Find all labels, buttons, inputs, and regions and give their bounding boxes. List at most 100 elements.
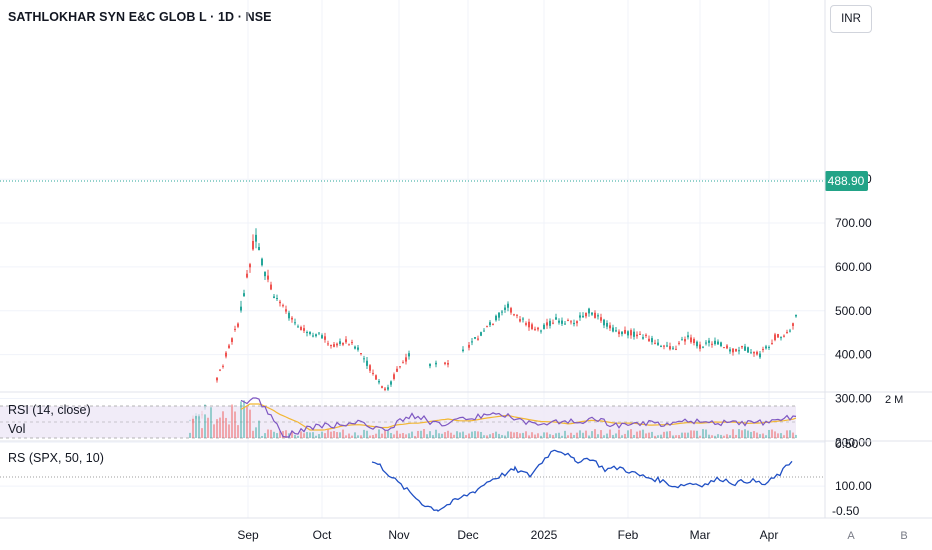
volume-bar bbox=[450, 432, 452, 438]
volume-bar bbox=[762, 433, 764, 438]
candle-body bbox=[513, 314, 515, 316]
volume-bar bbox=[318, 434, 320, 438]
rsi-label[interactable]: RSI (14, close) bbox=[8, 403, 91, 417]
volume-bar bbox=[780, 433, 782, 438]
currency-button[interactable]: INR bbox=[830, 5, 872, 33]
volume-bar bbox=[321, 431, 323, 438]
candle-body bbox=[630, 330, 632, 336]
volume-bar bbox=[609, 429, 611, 438]
volume-bar bbox=[669, 431, 671, 438]
candle-body bbox=[501, 311, 503, 313]
volume-bar bbox=[546, 432, 548, 438]
volume-bar bbox=[231, 404, 233, 438]
candle-body bbox=[603, 319, 605, 326]
volume-bar bbox=[708, 434, 710, 438]
volume-bar bbox=[417, 430, 419, 438]
candle-body bbox=[783, 335, 785, 337]
volume-bar bbox=[357, 435, 359, 438]
volume-bar bbox=[483, 435, 485, 438]
volume-bar bbox=[291, 430, 293, 438]
candle-body bbox=[537, 327, 539, 330]
volume-bar bbox=[453, 434, 455, 438]
candle-body bbox=[384, 388, 386, 390]
candle-body bbox=[354, 346, 356, 349]
volume-bar bbox=[351, 435, 353, 438]
candle-body bbox=[585, 312, 587, 317]
volume-bar bbox=[441, 433, 443, 438]
candle-body bbox=[273, 296, 275, 299]
candle-body bbox=[654, 342, 656, 344]
price-tick-label: 300.00 bbox=[835, 391, 872, 405]
candle-body bbox=[294, 322, 296, 324]
candle-body bbox=[369, 365, 371, 371]
candle-body bbox=[267, 275, 269, 280]
candle-body bbox=[375, 375, 377, 380]
volume-bar bbox=[267, 429, 269, 438]
candle-body bbox=[663, 345, 665, 347]
candle-body bbox=[741, 345, 743, 348]
candle-body bbox=[615, 330, 617, 332]
volume-bar bbox=[648, 432, 650, 438]
candle-body bbox=[291, 317, 293, 320]
rs-label[interactable]: RS (SPX, 50, 10) bbox=[8, 451, 104, 465]
candle-body bbox=[597, 315, 599, 317]
volume-bar bbox=[363, 429, 365, 438]
candle-body bbox=[762, 349, 764, 351]
volume-bar bbox=[765, 435, 767, 438]
candle-body bbox=[747, 347, 749, 353]
volume-bar bbox=[612, 434, 614, 438]
volume-bar bbox=[402, 432, 404, 438]
candle-body bbox=[390, 381, 392, 385]
volume-bar bbox=[276, 433, 278, 438]
candle-body bbox=[660, 346, 662, 348]
volume-bar bbox=[480, 431, 482, 438]
candle-body bbox=[702, 346, 704, 348]
candle-body bbox=[258, 246, 260, 250]
time-tick-label: Sep bbox=[237, 528, 259, 542]
symbol-title[interactable]: SATHLOKHAR SYN E&C GLOB L · 1D · NSE bbox=[8, 10, 272, 24]
candle-body bbox=[579, 315, 581, 318]
candle-body bbox=[618, 331, 620, 335]
volume-bar bbox=[399, 433, 401, 438]
candle-body bbox=[711, 343, 713, 345]
candle-body bbox=[732, 348, 734, 353]
candle-body bbox=[264, 272, 266, 277]
candle-body bbox=[624, 329, 626, 334]
candle-body bbox=[351, 342, 353, 344]
candle-body bbox=[534, 328, 536, 330]
volume-bar bbox=[564, 430, 566, 438]
volume-bar bbox=[405, 434, 407, 438]
candle-body bbox=[777, 334, 779, 338]
volume-bar bbox=[237, 425, 239, 438]
volume-bar bbox=[309, 432, 311, 438]
volume-bar bbox=[345, 435, 347, 438]
price-tick-label: 600.00 bbox=[835, 260, 872, 274]
volume-bar bbox=[264, 433, 266, 438]
candle-body bbox=[786, 331, 788, 333]
candle-body bbox=[600, 317, 602, 321]
candle-body bbox=[492, 323, 494, 325]
candle-body bbox=[504, 307, 506, 310]
candle-body bbox=[498, 312, 500, 318]
volume-bar bbox=[549, 434, 551, 438]
volume-bar bbox=[636, 431, 638, 438]
vol-label[interactable]: Vol bbox=[8, 422, 26, 436]
volume-bar bbox=[726, 434, 728, 438]
volume-bar bbox=[447, 430, 449, 438]
candle-body bbox=[444, 362, 446, 364]
volume-bar bbox=[714, 435, 716, 438]
candle-body bbox=[612, 327, 614, 332]
volume-bar bbox=[699, 435, 701, 438]
candle-body bbox=[588, 308, 590, 314]
auto-scale-button[interactable]: A bbox=[847, 530, 855, 542]
log-scale-button[interactable]: B bbox=[900, 530, 908, 542]
candle-body bbox=[657, 342, 659, 345]
price-tick-label: 400.00 bbox=[835, 348, 872, 362]
volume-bar bbox=[702, 429, 704, 438]
candle-body bbox=[378, 380, 380, 383]
volume-bar bbox=[294, 434, 296, 438]
candle-body bbox=[744, 346, 746, 351]
candle-body bbox=[252, 240, 254, 250]
candle-body bbox=[288, 312, 290, 319]
